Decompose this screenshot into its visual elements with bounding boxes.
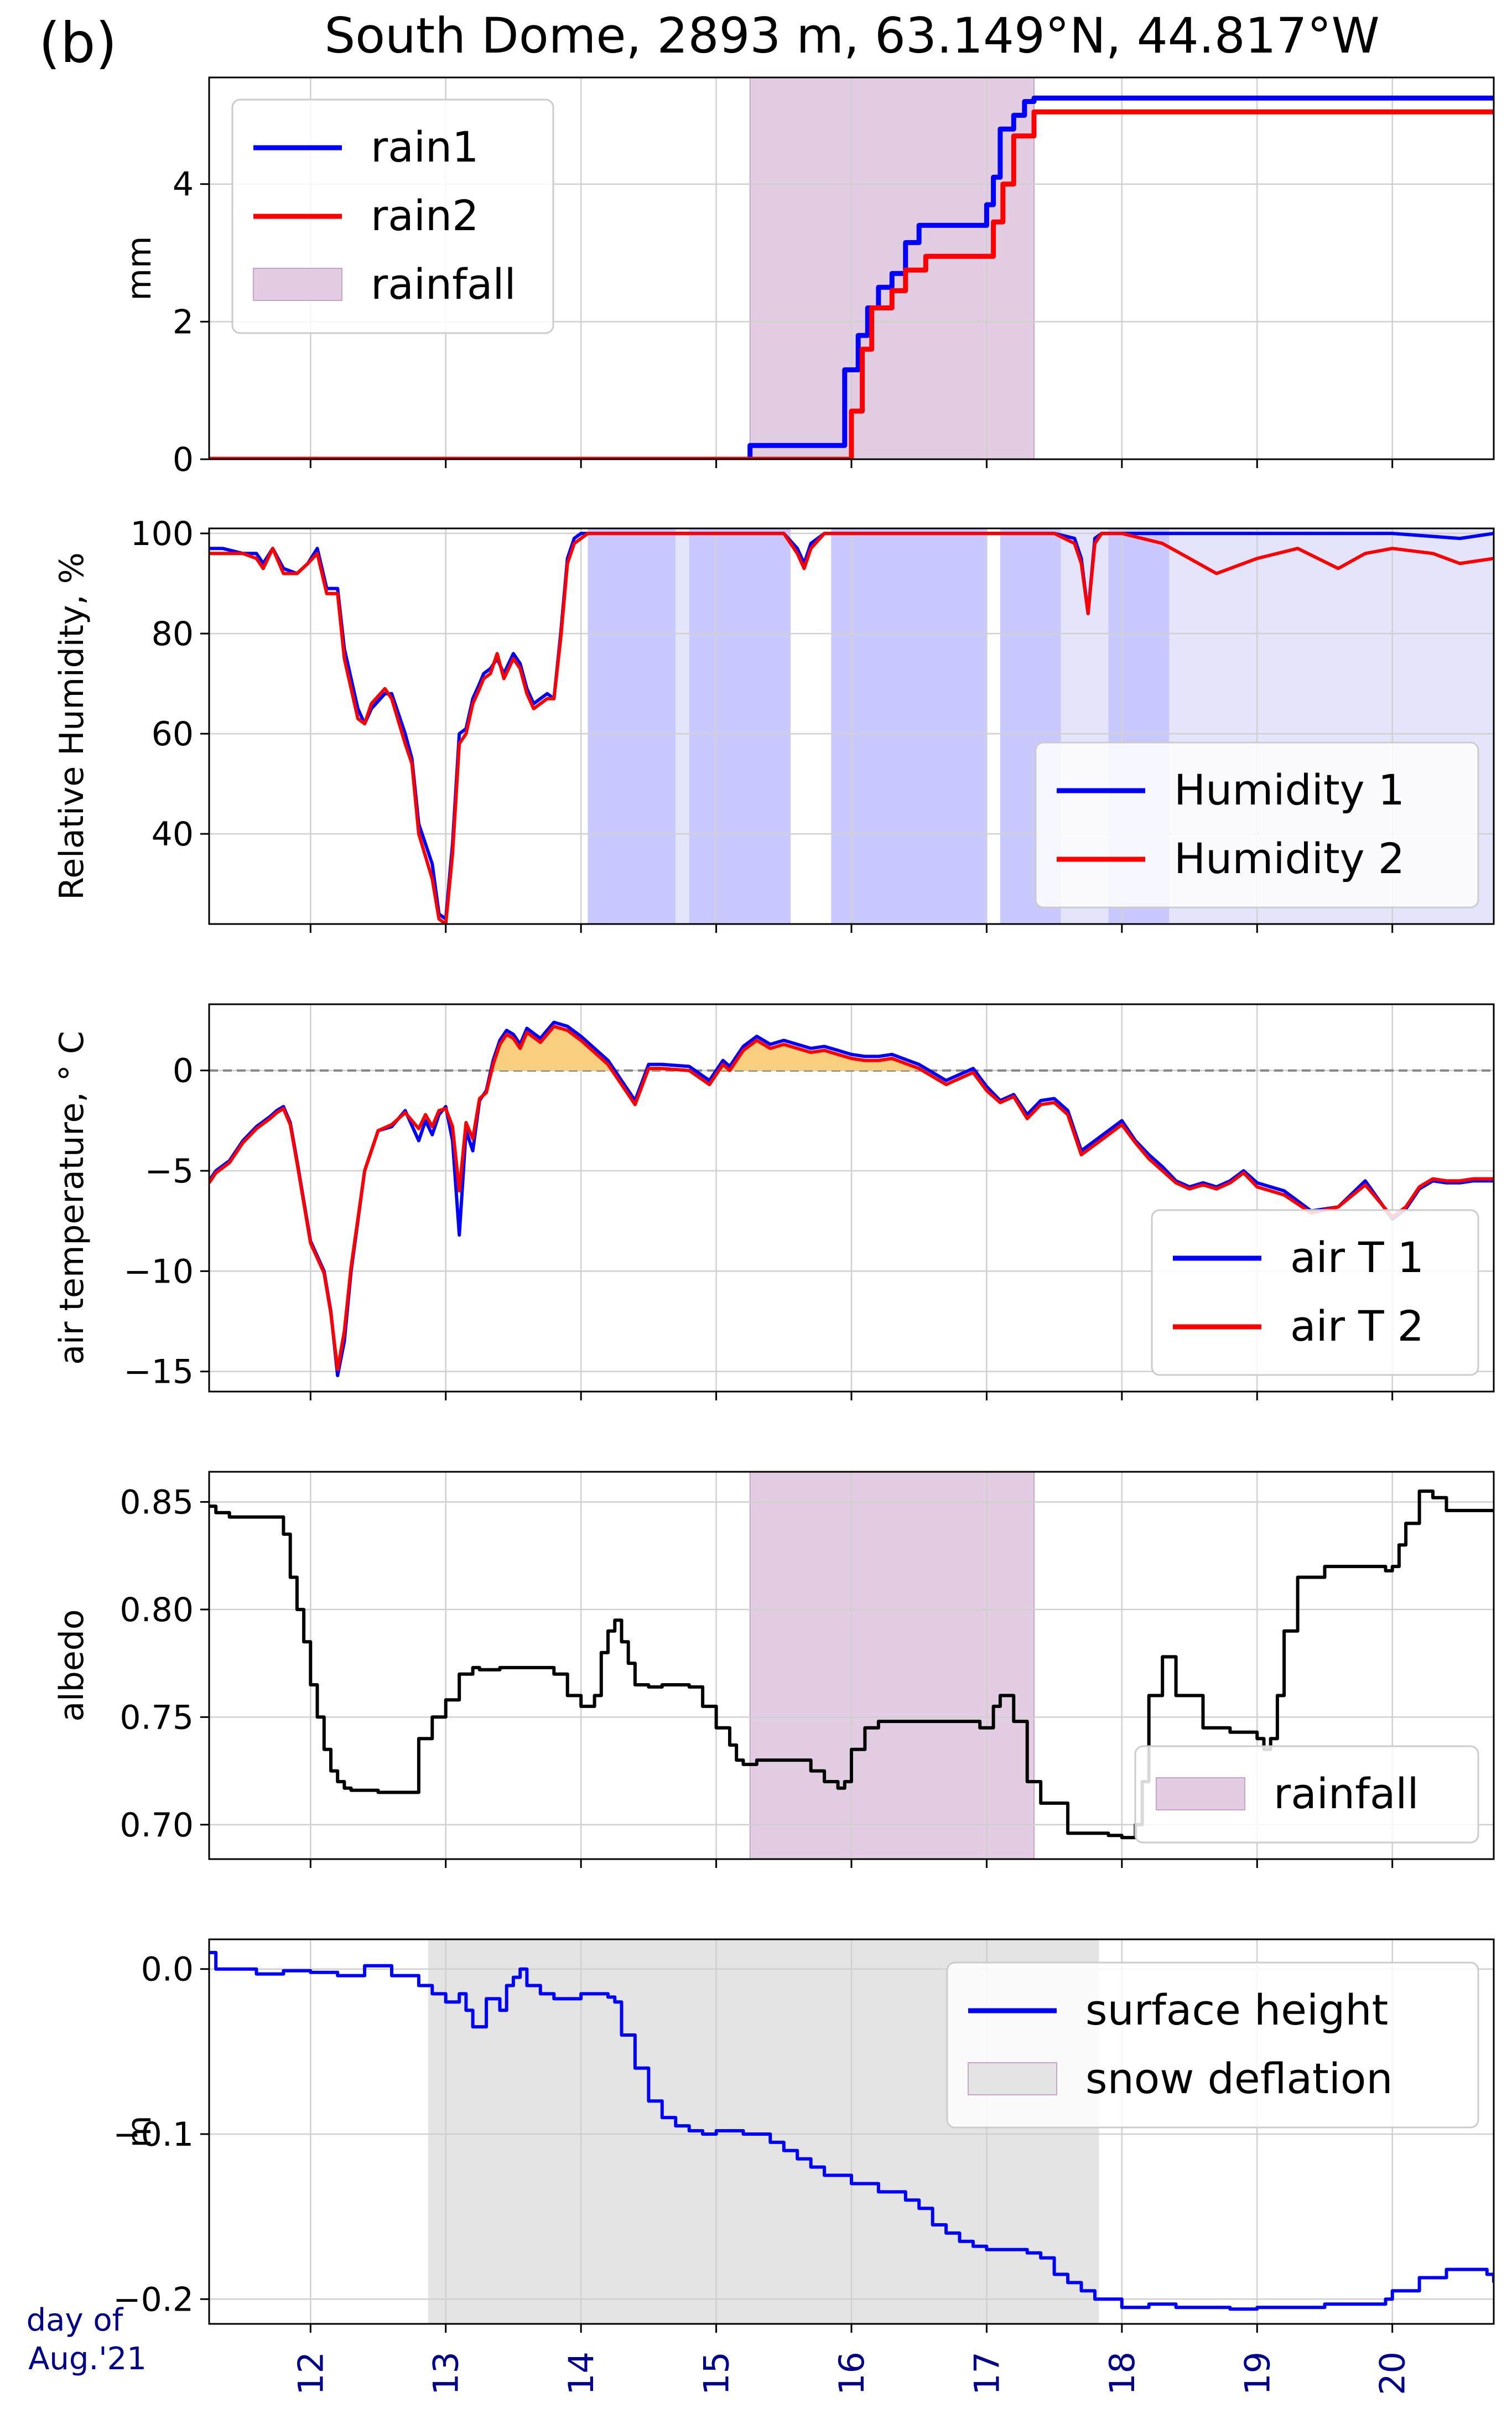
- x-tick-label: 17: [967, 2352, 1007, 2395]
- humidity_band-span: [831, 528, 987, 924]
- y-tick-label: −5: [145, 1152, 194, 1191]
- y-tick-label: −0.2: [113, 2280, 194, 2319]
- y-tick-label: 2: [173, 303, 194, 341]
- legend: rain1 rain2 rainfall: [231, 98, 554, 334]
- series-line: [209, 1024, 1494, 1372]
- legend: Humidity 1 Humidity 2: [1035, 741, 1479, 909]
- rainfall-span: [749, 1471, 1035, 1860]
- legend: rainfall: [1134, 1745, 1479, 1844]
- series-line: [209, 1950, 1494, 2311]
- x-axis-label-line2: Aug.'21: [28, 2341, 147, 2377]
- legend-label: rain2: [371, 191, 479, 240]
- y-tick-label: 0.80: [119, 1591, 194, 1629]
- chart-title: South Dome, 2893 m, 63.149°N, 44.817°W: [324, 7, 1379, 64]
- y-tick-label: 100: [130, 515, 194, 553]
- y-tick-label: 0.85: [119, 1483, 194, 1522]
- y-tick-label: 0.70: [119, 1806, 194, 1845]
- legend-label: air T 1: [1290, 1233, 1424, 1282]
- legend-box: [946, 1961, 1479, 2129]
- x-tick-label: 13: [426, 2352, 466, 2395]
- legend-box: [1151, 1209, 1479, 1376]
- x-tick-label: 14: [561, 2352, 601, 2395]
- x-axis-label-line1: day of: [27, 2302, 124, 2338]
- x-tick-label: 19: [1237, 2352, 1277, 2395]
- series-line: [209, 1489, 1494, 1840]
- legend: air T 1 air T 2: [1151, 1209, 1479, 1376]
- legend-swatch-patch: [1156, 1777, 1245, 1810]
- legend-label: snow deflation: [1085, 2054, 1393, 2103]
- y-tick-label: 4: [173, 165, 194, 204]
- legend-box: [1035, 741, 1479, 909]
- panel-label: (b): [39, 11, 117, 75]
- y-axis-label: Relative Humidity, %: [53, 552, 91, 900]
- x-tick-label: 16: [832, 2352, 872, 2395]
- y-axis-label: m: [120, 2115, 159, 2147]
- legend-label: rainfall: [371, 259, 516, 309]
- x-tick-label: 15: [697, 2352, 737, 2395]
- legend-label: air T 2: [1290, 1301, 1424, 1351]
- y-tick-label: 0.75: [119, 1698, 194, 1737]
- legend-label: surface height: [1085, 1985, 1388, 2034]
- y-axis-label: albedo: [53, 1609, 91, 1721]
- humidity_band-span: [588, 528, 676, 924]
- legend-box: [1134, 1745, 1479, 1844]
- rainfall-span: [749, 77, 1035, 460]
- y-tick-label: 0: [173, 1052, 194, 1091]
- y-tick-label: 40: [152, 815, 194, 854]
- panels: 0 2 4 mm rain1 rain2 rainfall 40 60 80 100 Relative…: [53, 76, 1495, 2333]
- humidity_band-span: [689, 528, 791, 924]
- legend-label: rain1: [371, 122, 479, 172]
- x-axis: 12 13 14 15 16 17 18 19 20: [290, 2352, 1412, 2395]
- legend-label: Humidity 1: [1174, 765, 1405, 814]
- panel-surface: −0.2 −0.1 0.0 m surface height snow deflation: [113, 1938, 1495, 2333]
- x-tick-label: 12: [290, 2352, 331, 2395]
- series-line: [209, 532, 1494, 924]
- panel-albedo: 0.70 0.75 0.80 0.85 albedo rainfall: [53, 1471, 1495, 1868]
- series-line: [209, 109, 1494, 459]
- legend-swatch-patch: [253, 268, 342, 301]
- y-tick-label: −15: [123, 1353, 194, 1392]
- y-axis-label: mm: [120, 236, 159, 301]
- legend: surface height snow deflation: [946, 1961, 1479, 2129]
- y-tick-label: 0: [173, 440, 194, 479]
- y-tick-label: −10: [123, 1252, 194, 1291]
- y-tick-label: −0.1: [113, 2115, 194, 2154]
- y-tick-label: 60: [152, 715, 194, 754]
- y-axis-label: air temperature, ° C: [53, 1031, 91, 1364]
- x-tick-label: 18: [1102, 2352, 1142, 2395]
- y-tick-label: 0.0: [141, 1950, 194, 1989]
- y-tick-label: 80: [152, 615, 194, 653]
- panel-rain: 0 2 4 mm rain1 rain2 rainfall: [120, 76, 1495, 479]
- legend-label: rainfall: [1274, 1769, 1419, 1818]
- x-tick-label: 20: [1373, 2352, 1413, 2395]
- series-line: [209, 95, 1494, 459]
- warm-fill-area: [491, 1026, 923, 1071]
- humidity_band_light-span: [676, 528, 689, 924]
- legend-label: Humidity 2: [1174, 834, 1405, 883]
- legend-swatch-patch: [968, 2062, 1057, 2095]
